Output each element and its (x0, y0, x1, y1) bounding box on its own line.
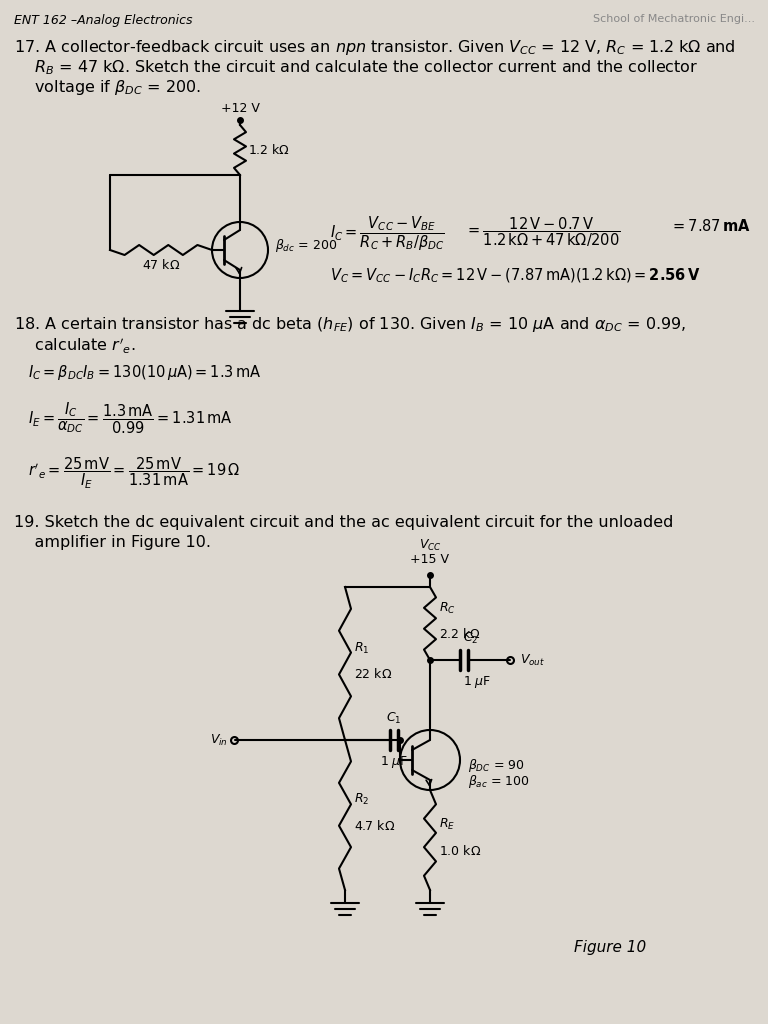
Text: 1 $\mu$F: 1 $\mu$F (463, 674, 492, 690)
Text: $\beta_{ac}$ = 100: $\beta_{ac}$ = 100 (468, 773, 530, 791)
Text: $= 7.87\,\mathbf{mA}$: $= 7.87\,\mathbf{mA}$ (670, 218, 751, 234)
Text: $C_2$: $C_2$ (463, 631, 478, 646)
Text: $V_{CC}$: $V_{CC}$ (419, 538, 442, 553)
Text: $R_E$: $R_E$ (439, 817, 455, 831)
Text: $R_C$: $R_C$ (439, 600, 455, 615)
Text: $I_C = \dfrac{V_{CC} - V_{BE}}{R_C + R_B/\beta_{DC}}$: $I_C = \dfrac{V_{CC} - V_{BE}}{R_C + R_B… (330, 215, 445, 253)
Text: +12 V: +12 V (220, 102, 260, 115)
Text: +15 V: +15 V (411, 553, 449, 566)
Text: 22 k$\Omega$: 22 k$\Omega$ (354, 668, 392, 682)
Text: $R_B$ = 47 k$\Omega$. Sketch the circuit and calculate the collector current and: $R_B$ = 47 k$\Omega$. Sketch the circuit… (14, 58, 698, 77)
Text: 1.0 k$\Omega$: 1.0 k$\Omega$ (439, 844, 482, 858)
Text: 2.2 k$\Omega$: 2.2 k$\Omega$ (439, 628, 481, 641)
Text: 1 $\mu$F: 1 $\mu$F (380, 754, 408, 770)
Text: 17. A collector-feedback circuit uses an $npn$ transistor. Given $V_{CC}$ = 12 V: 17. A collector-feedback circuit uses an… (14, 38, 736, 57)
Text: School of Mechatronic Engi...: School of Mechatronic Engi... (593, 14, 755, 24)
Text: $V_{in}$: $V_{in}$ (210, 732, 228, 748)
Text: ENT 162 –Analog Electronics: ENT 162 –Analog Electronics (14, 14, 193, 27)
Text: $R_2$: $R_2$ (354, 792, 369, 807)
Text: Figure 10: Figure 10 (574, 940, 646, 955)
Text: $r'_e = \dfrac{25\,\mathrm{mV}}{I_E} = \dfrac{25\,\mathrm{mV}}{1.31\,\mathrm{mA}: $r'_e = \dfrac{25\,\mathrm{mV}}{I_E} = \… (28, 456, 240, 492)
Text: $C_1$: $C_1$ (386, 711, 402, 726)
Text: 19. Sketch the dc equivalent circuit and the ac equivalent circuit for the unloa: 19. Sketch the dc equivalent circuit and… (14, 515, 674, 530)
Text: 4.7 k$\Omega$: 4.7 k$\Omega$ (354, 819, 396, 833)
Text: $I_E = \dfrac{I_C}{\alpha_{DC}} = \dfrac{1.3\,\mathrm{mA}}{0.99} = 1.31\,\mathrm: $I_E = \dfrac{I_C}{\alpha_{DC}} = \dfrac… (28, 401, 233, 436)
Text: $= \dfrac{12\,\mathrm{V} - 0.7\,\mathrm{V}}{1.2\,\mathrm{k}\Omega + 47\,\mathrm{: $= \dfrac{12\,\mathrm{V} - 0.7\,\mathrm{… (465, 215, 621, 249)
Text: $V_C = V_{CC} - I_C R_C = 12\,\mathrm{V} - (7.87\,\mathrm{mA})(1.2\,\mathrm{k}\O: $V_C = V_{CC} - I_C R_C = 12\,\mathrm{V}… (330, 267, 700, 286)
Text: amplifier in Figure 10.: amplifier in Figure 10. (14, 535, 211, 550)
Text: $R_1$: $R_1$ (354, 640, 369, 655)
Text: $\beta_{dc}$ = 200: $\beta_{dc}$ = 200 (275, 237, 337, 254)
Text: 47 k$\Omega$: 47 k$\Omega$ (142, 258, 180, 272)
Text: 18. A certain transistor has a dc beta ($h_{FE}$) of 130. Given $I_B$ = 10 $\mu$: 18. A certain transistor has a dc beta (… (14, 315, 687, 334)
Text: $V_{out}$: $V_{out}$ (520, 652, 545, 668)
Text: voltage if $\beta_{DC}$ = 200.: voltage if $\beta_{DC}$ = 200. (14, 78, 201, 97)
Text: $I_C = \beta_{DC} I_B = 130(10\,\mu\mathrm{A}) = 1.3\,\mathrm{mA}$: $I_C = \beta_{DC} I_B = 130(10\,\mu\math… (28, 362, 262, 382)
Text: $\beta_{DC}$ = 90: $\beta_{DC}$ = 90 (468, 757, 525, 773)
Text: calculate $r'_e$.: calculate $r'_e$. (14, 335, 136, 355)
Text: 1.2 k$\Omega$: 1.2 k$\Omega$ (248, 143, 290, 157)
